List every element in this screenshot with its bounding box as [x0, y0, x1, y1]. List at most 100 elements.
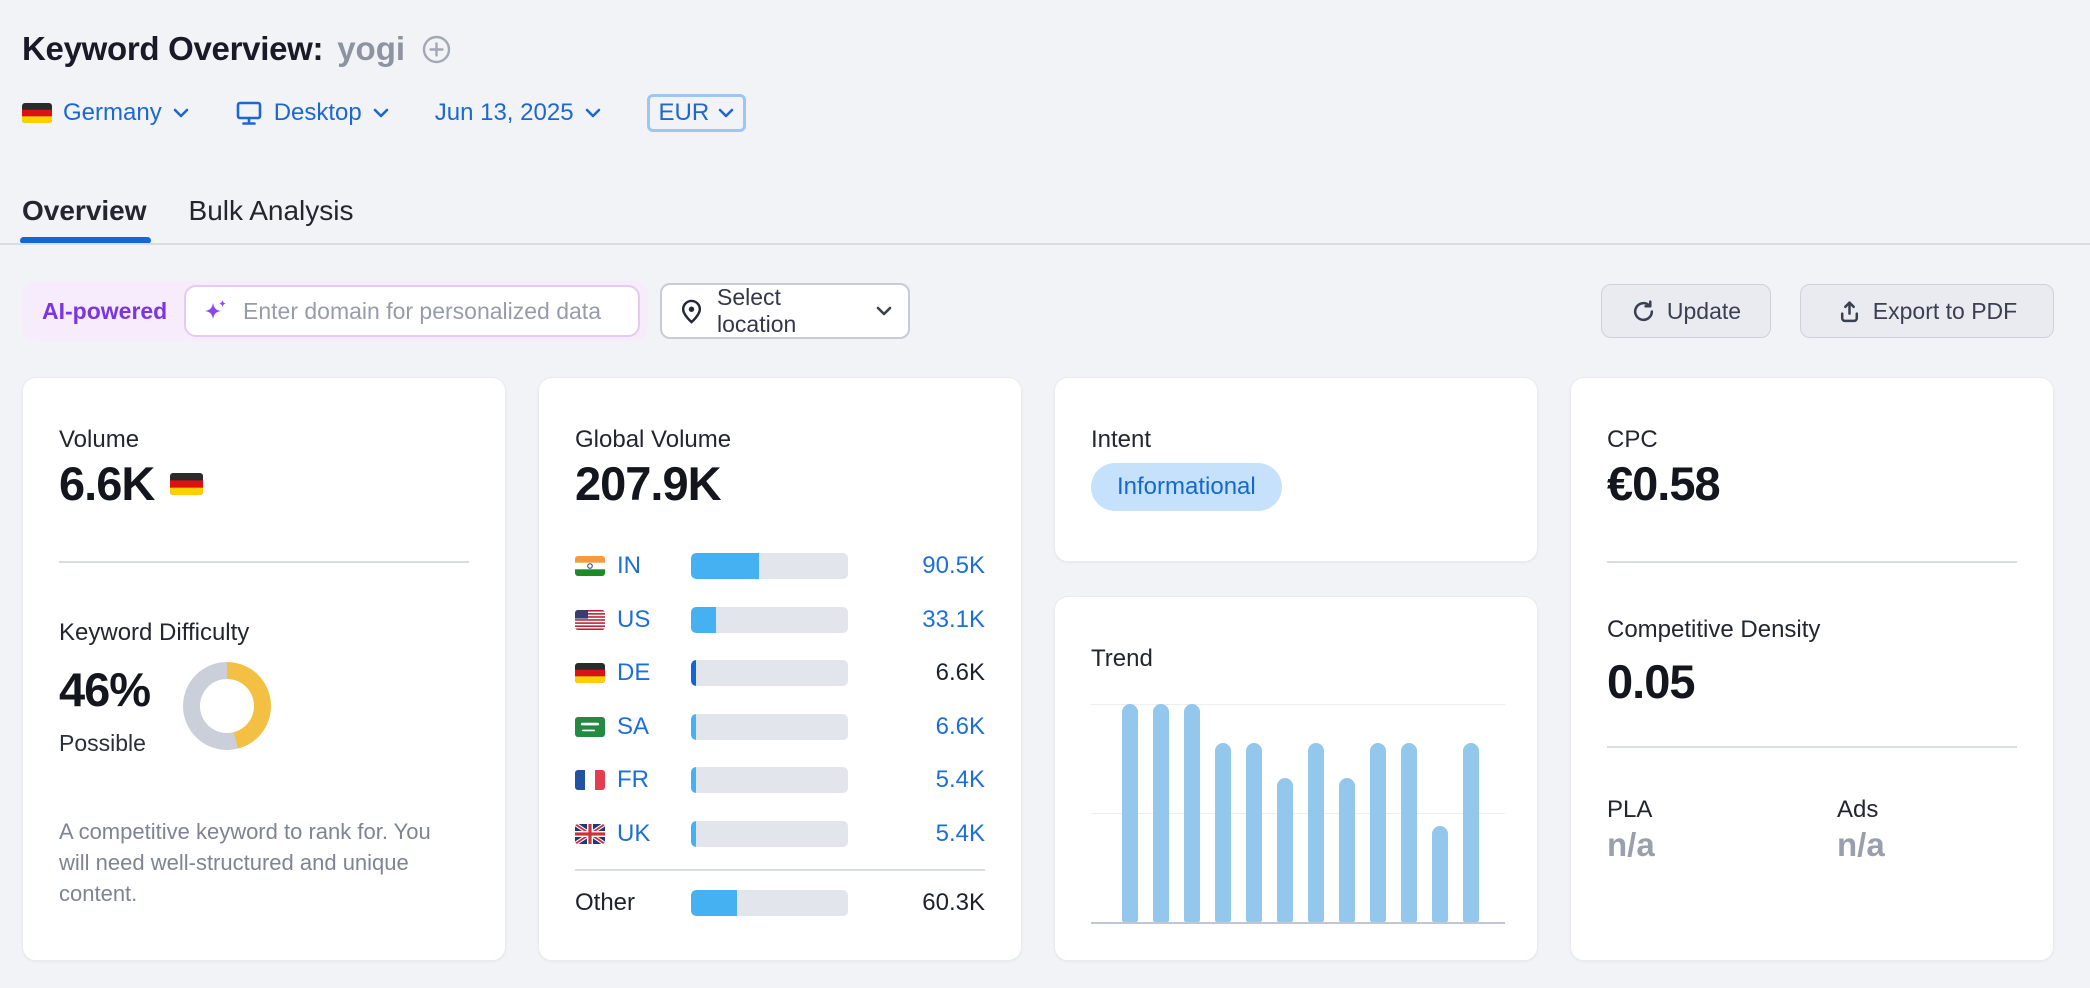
export-icon [1837, 299, 1862, 324]
update-button[interactable]: Update [1601, 284, 1771, 338]
global-volume-row-us: US 33.1K [575, 600, 985, 640]
chevron-down-icon [876, 305, 892, 317]
card-divider [575, 869, 985, 871]
country-code-link[interactable]: IN [617, 552, 641, 579]
intent-label: Intent [1091, 426, 1152, 453]
global-volume-card: Global Volume 207.9K IN 90.5K US 33.1K DE 6.6… [538, 377, 1022, 961]
flag-fr-icon [575, 770, 605, 790]
pla-label: PLA [1607, 796, 1653, 823]
trend-bar-2 [1153, 704, 1169, 922]
chevron-down-icon [373, 107, 389, 119]
ai-domain-panel: AI-powered [22, 281, 648, 341]
currency-selector[interactable]: EUR [646, 94, 747, 132]
keyword-difficulty-label: Keyword Difficulty [59, 619, 250, 646]
trend-bar-12 [1463, 743, 1479, 922]
country-selector[interactable]: Germany [22, 99, 189, 127]
country-code-link[interactable]: US [617, 605, 651, 633]
trend-bar-10 [1401, 743, 1417, 922]
trend-bar-6 [1277, 778, 1293, 922]
trend-card: Trend [1054, 596, 1538, 961]
domain-input[interactable] [243, 297, 622, 325]
trend-bar-9 [1370, 743, 1386, 922]
trend-gridline-top [1091, 704, 1505, 705]
add-keyword-icon[interactable] [421, 34, 452, 65]
competitive-density-value: 0.05 [1607, 655, 1695, 708]
country-code-link[interactable]: DE [617, 659, 651, 686]
country-volume-value[interactable]: 5.4K [935, 766, 985, 793]
chevron-down-icon [173, 107, 189, 119]
other-label: Other [575, 889, 636, 916]
card-divider [1607, 746, 2017, 748]
trend-bar-4 [1215, 743, 1231, 922]
volume-share-bar [691, 606, 848, 633]
volume-value: 6.6K [59, 457, 155, 510]
trend-bar-3 [1184, 704, 1200, 922]
other-volume-value: 60.3K [922, 889, 985, 916]
flag-sa-icon [575, 716, 605, 737]
intent-card: Intent Informational [1054, 377, 1538, 562]
volume-share-bar [691, 660, 848, 686]
date-selector-label: Jun 13, 2025 [434, 99, 574, 126]
kd-donut-hole [200, 679, 254, 733]
currency-selector-box: EUR [646, 94, 747, 132]
pla-value: n/a [1607, 826, 1655, 863]
select-location-button[interactable]: Select location [660, 283, 910, 339]
desktop-icon [235, 99, 263, 127]
country-volume-value[interactable]: 6.6K [935, 712, 985, 740]
country-volume-value[interactable]: 33.1K [922, 605, 985, 633]
country-code-link[interactable]: UK [617, 819, 651, 847]
country-selector-label: Germany [63, 99, 162, 126]
device-selector-label: Desktop [273, 99, 362, 126]
trend-gridline-mid [1091, 813, 1505, 814]
global-volume-row-other: Other 60.3K [575, 883, 985, 923]
tab-bulk-analysis[interactable]: Bulk Analysis [188, 195, 354, 226]
country-code-link[interactable]: FR [617, 766, 649, 793]
country-volume-value[interactable]: 90.5K [922, 552, 985, 579]
keyword-difficulty-description: A competitive keyword to rank for. You w… [59, 819, 431, 907]
intent-badge[interactable]: Informational [1091, 463, 1282, 511]
global-volume-row-sa: SA 6.6K [575, 707, 985, 747]
device-selector[interactable]: Desktop [235, 99, 389, 127]
currency-selector-label: EUR [658, 99, 710, 126]
volume-share-bar [691, 820, 848, 847]
keyword-difficulty-level: Possible [59, 730, 146, 756]
tab-overview[interactable]: Overview [20, 195, 151, 244]
update-label: Update [1666, 297, 1742, 324]
country-volume-value[interactable]: 5.4K [935, 819, 985, 847]
ai-powered-badge: AI-powered [42, 297, 168, 324]
trend-baseline [1091, 922, 1505, 924]
global-volume-row-de: DE 6.6K [575, 653, 985, 693]
card-divider [1607, 561, 2017, 563]
flag-de-icon [575, 663, 605, 683]
flag-uk-icon [575, 823, 605, 844]
tab-bar-divider [0, 243, 2090, 245]
card-divider [59, 561, 469, 563]
keyword-value: yogi [337, 30, 406, 67]
location-pin-icon [678, 298, 705, 325]
volume-share-bar [691, 713, 848, 740]
keyword-difficulty-value: 46% [59, 663, 151, 716]
sparkle-icon [202, 297, 230, 325]
filter-bar: Germany Desktop Jun 13, 2025 EU [22, 94, 747, 132]
refresh-icon [1631, 299, 1656, 324]
cpc-label: CPC [1607, 426, 1658, 453]
trend-bar-1 [1122, 704, 1138, 922]
tab-bar: Overview Bulk Analysis [20, 195, 354, 244]
country-volume-value: 6.6K [935, 659, 985, 686]
date-selector[interactable]: Jun 13, 2025 [435, 99, 601, 127]
ads-value: n/a [1837, 826, 1885, 863]
flag-de-icon [22, 103, 52, 123]
chevron-down-icon [585, 107, 601, 119]
volume-share-bar [691, 890, 848, 916]
trend-bar-5 [1246, 743, 1262, 922]
country-code-link[interactable]: SA [617, 712, 650, 740]
export-pdf-button[interactable]: Export to PDF [1800, 284, 2054, 338]
flag-de-icon [170, 472, 204, 495]
volume-share-bar [691, 767, 848, 793]
cpc-value: €0.58 [1607, 457, 1721, 510]
trend-bar-8 [1339, 778, 1355, 922]
export-pdf-label: Export to PDF [1872, 297, 2018, 324]
volume-label: Volume [59, 426, 140, 453]
global-volume-row-uk: UK 5.4K [575, 814, 985, 854]
